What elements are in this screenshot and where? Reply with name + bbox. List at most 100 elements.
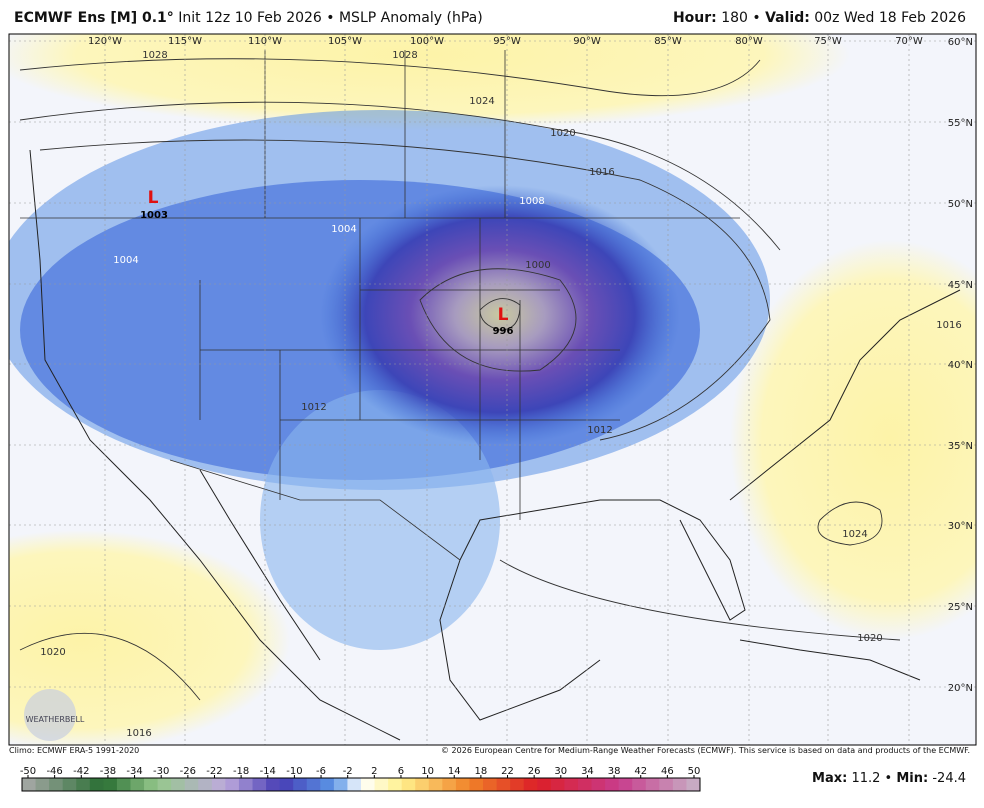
label: Hour: (672, 10, 717, 26)
colorbar-swatch (35, 778, 50, 791)
colorbar-swatch (510, 778, 525, 791)
colorbar-swatch (320, 778, 335, 791)
colorbar-swatch (686, 778, 701, 791)
logo-mark (24, 689, 76, 741)
colorbar-swatch (645, 778, 660, 791)
high-anomaly (9, 530, 290, 745)
colorbar-swatch (632, 778, 647, 791)
isobars (19, 58, 901, 701)
latitude-label: 25°N (948, 602, 973, 613)
colorbar-label: 18 (475, 766, 488, 777)
colorbar-label: 6 (398, 766, 404, 777)
colorbar-swatch (537, 778, 552, 791)
high-anomaly (9, 34, 850, 130)
contour-label: 1016 (589, 167, 614, 178)
latitude-label: 60°N (948, 37, 973, 48)
colorbar-swatch (333, 778, 348, 791)
colorbar-swatch (279, 778, 294, 791)
valid-time: Hour: 180 • Valid: 00z Wed 18 Feb 2026 (673, 10, 966, 26)
colorbar-label: 14 (448, 766, 461, 777)
colorbar-swatch (144, 778, 159, 791)
colorbar-label: -30 (153, 766, 169, 777)
colorbar-swatch (252, 778, 267, 791)
longitude-label: 105°W (328, 36, 362, 47)
colorbar-swatch (266, 778, 281, 791)
contour-label: 1003 (140, 210, 168, 221)
contour-label: 1028 (392, 50, 417, 61)
contour-label: 1020 (40, 647, 65, 658)
low-marker: L (148, 188, 159, 208)
latitude-label: 20°N (948, 683, 973, 694)
contour-label: 1024 (469, 96, 494, 107)
colorbar-frame (21, 777, 701, 792)
colorbar-swatch (388, 778, 403, 791)
colorbar-swatch (211, 778, 226, 791)
low-center (320, 185, 680, 445)
colorbar-swatch (293, 778, 308, 791)
colorbar-label: -34 (126, 766, 142, 777)
frame (8, 33, 977, 746)
contour-label: 1016 (126, 728, 151, 739)
colorbar-swatch (618, 778, 633, 791)
contour-label: 1012 (301, 402, 326, 413)
colorbar-swatch (672, 778, 687, 791)
colorbar-swatch (76, 778, 91, 791)
longitude-label: 110°W (248, 36, 282, 47)
colorbar-swatch (401, 778, 416, 791)
colorbar-swatch (496, 778, 511, 791)
colorbar-label: -26 (180, 766, 196, 777)
colorbar-swatch (605, 778, 620, 791)
longitude-label: 70°W (895, 36, 923, 47)
colorbar-swatch (116, 778, 131, 791)
contour-label: 1020 (550, 128, 575, 139)
colorbar-swatch (374, 778, 389, 791)
longitude-label: 90°W (573, 36, 601, 47)
longitude-label: 100°W (410, 36, 444, 47)
longitude-label: 85°W (654, 36, 682, 47)
value: 00z Wed 18 Feb 2026 (809, 10, 966, 26)
colorbar-swatch (361, 778, 376, 791)
colorbar-swatch (469, 778, 484, 791)
colorbar-label: 2 (371, 766, 377, 777)
colorbar-swatch (49, 778, 64, 791)
colorbar-swatch (184, 778, 199, 791)
colorbar-swatch (659, 778, 674, 791)
colorbar-label: -14 (260, 766, 276, 777)
longitude-label: 75°W (814, 36, 842, 47)
colorbar-swatch (225, 778, 240, 791)
colorbar-label: 34 (581, 766, 594, 777)
colorbar-swatch (103, 778, 118, 791)
label: Valid: (765, 10, 810, 26)
colorbar-swatch (523, 778, 538, 791)
borders (20, 50, 740, 561)
label: Max: (812, 771, 848, 786)
latitude-label: 35°N (948, 441, 973, 452)
colorbar-label: -2 (343, 766, 353, 777)
logo: WEATHERBELL (26, 715, 85, 724)
colorbar-label: -10 (286, 766, 302, 777)
contour-label: 1004 (331, 224, 356, 235)
colorbar-label: -42 (73, 766, 89, 777)
longitude-label: 80°W (735, 36, 763, 47)
value: Init 12z 10 Feb 2026 • MSLP Anomaly (hPa… (173, 10, 483, 26)
contour-label: 1008 (519, 196, 544, 207)
colorbar-swatch (22, 778, 37, 791)
colorbar-swatch (442, 778, 457, 791)
colorbar-swatch (198, 778, 213, 791)
low-anomaly (260, 390, 500, 650)
colorbar-label: 50 (688, 766, 701, 777)
contour-label: 1004 (113, 255, 138, 266)
contour-label: 1020 (857, 633, 882, 644)
colorbar-swatch (550, 778, 565, 791)
colorbar-label: 42 (634, 766, 647, 777)
latitude-label: 45°N (948, 280, 973, 291)
contour-label: 996 (493, 326, 514, 337)
copyright: © 2026 European Centre for Medium-Range … (441, 746, 970, 755)
colorbar-label: -46 (46, 766, 62, 777)
colorbar-label: -18 (233, 766, 249, 777)
colorbar-swatch (591, 778, 606, 791)
latitude-label: 55°N (948, 118, 973, 129)
colorbar-swatch (577, 778, 593, 791)
